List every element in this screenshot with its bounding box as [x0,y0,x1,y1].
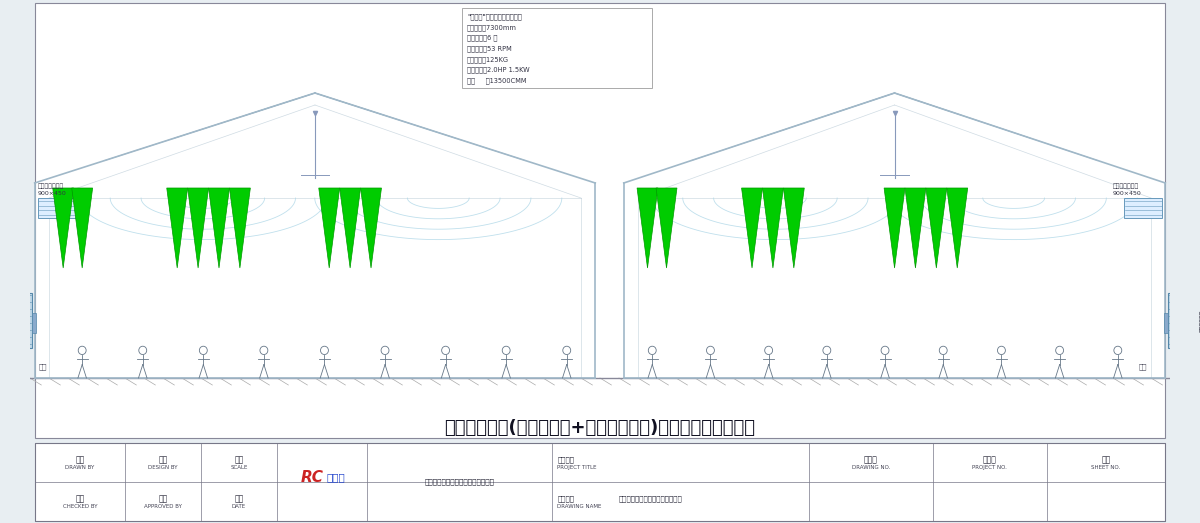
Text: CHECKED BY: CHECKED BY [62,504,97,509]
Polygon shape [762,188,784,268]
Text: PROJECT TITLE: PROJECT TITLE [557,465,596,470]
Text: 窗户: 窗户 [38,363,47,370]
Polygon shape [884,188,905,268]
Text: 日期: 日期 [234,494,244,503]
Text: APPROVED BY: APPROVED BY [144,504,182,509]
Text: 叶片数量：6 片: 叶片数量：6 片 [467,35,497,41]
Bar [462,8,653,88]
Polygon shape [319,188,340,268]
Text: 自动摇摆送风口
900×450: 自动摇摆送风口 900×450 [1114,184,1142,196]
Bar [35,443,1165,521]
Text: SCALE: SCALE [230,465,247,470]
Text: 比例: 比例 [234,455,244,464]
Polygon shape [656,188,677,268]
Polygon shape [637,188,658,268]
Polygon shape [72,188,92,268]
Text: RC: RC [301,470,324,484]
Bar [1164,313,1168,333]
Text: 风扇功率：2.0HP 1.5KW: 风扇功率：2.0HP 1.5KW [467,66,529,73]
Text: 瑞泰风: 瑞泰风 [326,472,346,482]
Text: DRAWN BY: DRAWN BY [65,465,95,470]
Text: DRAWING NO.: DRAWING NO. [852,465,890,470]
Text: 业务号: 业务号 [983,455,996,464]
Text: PROJECT NO.: PROJECT NO. [972,465,1007,470]
Bar [1168,293,1195,348]
Text: 风量     ：13500CMM: 风量 ：13500CMM [467,77,527,84]
Polygon shape [947,188,967,268]
Text: 风扇重量：125KG: 风扇重量：125KG [467,56,509,63]
Bar [32,313,36,333]
Text: 核对: 核对 [76,494,84,503]
Polygon shape [53,188,73,268]
Polygon shape [167,188,187,268]
Text: DRAWING NAME: DRAWING NAME [557,504,601,509]
Polygon shape [742,188,762,268]
Text: DATE: DATE [232,504,246,509]
Bar [5,293,32,348]
Text: 设计: 设计 [158,455,168,464]
Polygon shape [360,188,382,268]
Polygon shape [905,188,926,268]
Text: DESIGN BY: DESIGN BY [148,465,178,470]
Polygon shape [229,188,251,268]
Text: 车间扇机组合(工业大风扇+蒸发式冷风机)通风降温立面示意图: 车间扇机组合(工业大风扇+蒸发式冷风机)通风降温立面示意图 [444,419,756,437]
Text: 核准: 核准 [158,494,168,503]
Bar [1124,198,1163,218]
Text: 窗户: 窗户 [1139,363,1147,370]
Polygon shape [340,188,360,268]
Text: 风扇直径：7300mm: 风扇直径：7300mm [467,24,517,30]
Polygon shape [784,188,804,268]
Polygon shape [926,188,947,268]
Bar [37,198,76,218]
Text: 自动摇摆送风口
900×450: 自动摇摆送风口 900×450 [37,184,66,196]
Text: 编号: 编号 [1102,455,1110,464]
Bar [35,3,1165,438]
Text: 风扇转速：53 RPM: 风扇转速：53 RPM [467,45,511,52]
Text: SHEET NO.: SHEET NO. [1091,465,1121,470]
Text: 广东瑞泰通风降温设备股份有限公司: 广东瑞泰通风降温设备股份有限公司 [425,479,494,485]
Text: 绘图: 绘图 [76,455,84,464]
Text: "瑞泰风"工业大风扇规格说明: "瑞泰风"工业大风扇规格说明 [467,13,522,20]
Text: 工程名称: 工程名称 [557,456,575,463]
Text: 图纸号: 图纸号 [864,455,877,464]
Text: 车间扇机组合通风降温立面示意图: 车间扇机组合通风降温立面示意图 [619,495,683,502]
Polygon shape [187,188,209,268]
Polygon shape [209,188,229,268]
Text: 图纸名称: 图纸名称 [557,495,575,502]
